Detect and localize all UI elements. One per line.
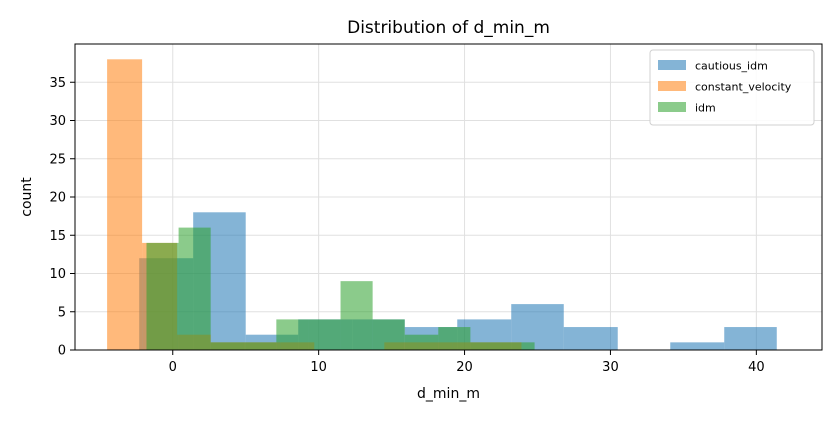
legend-swatch-cautious-idm: [658, 60, 686, 70]
histogram-bar-idm: [470, 342, 503, 350]
histogram-bar-idm: [276, 319, 309, 350]
series-idm: [146, 227, 535, 350]
histogram-bar-cautious-idm: [670, 342, 725, 350]
x-tick-label: 10: [310, 360, 327, 375]
y-axis-label: count: [19, 177, 35, 217]
y-tick-label: 20: [49, 191, 66, 206]
x-axis-label: d_min_m: [417, 386, 480, 402]
x-tick-label: 0: [169, 360, 177, 375]
histogram-bar-cautious-idm: [563, 327, 618, 350]
x-tick-label: 40: [748, 360, 765, 375]
histogram-bar-idm: [404, 334, 439, 350]
histogram-bar-idm: [502, 342, 535, 350]
y-tick-label: 10: [49, 267, 66, 282]
x-tick-label: 30: [602, 360, 619, 375]
histogram-bar-cautious-idm: [724, 327, 777, 350]
legend-swatch-idm: [658, 102, 686, 112]
y-tick-label: 30: [49, 114, 66, 129]
legend-label-constant-velocity: constant_velocity: [695, 81, 792, 94]
histogram-bar-idm: [308, 319, 341, 350]
legend-box: [649, 49, 815, 126]
histogram-bar-idm: [340, 281, 373, 350]
y-tick-label: 25: [49, 152, 66, 167]
histogram-bar-idm: [244, 342, 277, 350]
y-axis-ticks: 0 5 10 15 20 25 30 35: [49, 76, 75, 359]
histogram-bar-idm: [146, 242, 179, 350]
histogram-bar-idm: [372, 319, 405, 350]
y-tick-label: 35: [49, 76, 66, 91]
histogram-bar-idm: [438, 327, 471, 350]
legend-label-idm: idm: [695, 102, 716, 115]
y-tick-label: 15: [49, 229, 66, 244]
x-axis-ticks: 0 10 20 30 40: [169, 350, 765, 375]
x-tick-label: 20: [456, 360, 473, 375]
legend-label-cautious-idm: cautious_idm: [695, 60, 768, 73]
y-tick-label: 0: [58, 344, 66, 359]
bars-layer: [107, 59, 777, 351]
y-tick-label: 5: [58, 305, 66, 320]
histogram-bar-constant-velocity: [107, 59, 143, 351]
legend-swatch-constant-velocity: [658, 81, 686, 91]
histogram-bar-idm: [210, 342, 245, 350]
histogram-bar-idm: [178, 227, 211, 350]
chart-title: Distribution of d_min_m: [347, 18, 550, 38]
